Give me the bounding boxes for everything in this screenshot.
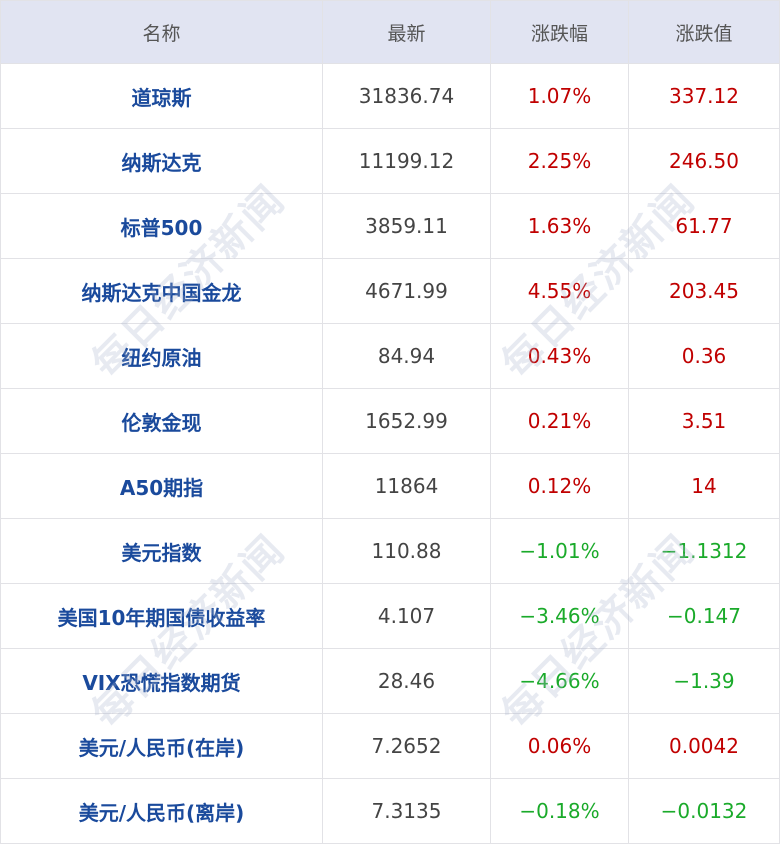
cell-pct: 1.07%	[490, 63, 629, 129]
cell-name: 美元/人民币(在岸)	[0, 713, 323, 779]
table-row: 纳斯达克中国金龙 4671.99 4.55% 203.45	[0, 258, 780, 324]
cell-change: 61.77	[628, 193, 780, 259]
cell-latest: 4671.99	[322, 258, 491, 324]
cell-change: −0.147	[628, 583, 780, 649]
cell-change: 337.12	[628, 63, 780, 129]
cell-change: 0.36	[628, 323, 780, 389]
table-row: 伦敦金现 1652.99 0.21% 3.51	[0, 388, 780, 454]
cell-pct: 1.63%	[490, 193, 629, 259]
cell-change: −0.0132	[628, 778, 780, 844]
cell-pct: 0.43%	[490, 323, 629, 389]
table-row: 标普500 3859.11 1.63% 61.77	[0, 193, 780, 259]
table-row: 纽约原油 84.94 0.43% 0.36	[0, 323, 780, 389]
header-pct: 涨跌幅	[490, 0, 629, 64]
cell-change: 203.45	[628, 258, 780, 324]
cell-pct: −0.18%	[490, 778, 629, 844]
table-row: 美元/人民币(在岸) 7.2652 0.06% 0.0042	[0, 713, 780, 779]
cell-change: −1.39	[628, 648, 780, 714]
cell-name: A50期指	[0, 453, 323, 519]
cell-change: 14	[628, 453, 780, 519]
cell-pct: 2.25%	[490, 128, 629, 194]
cell-latest: 28.46	[322, 648, 491, 714]
cell-change: −1.1312	[628, 518, 780, 584]
cell-change: 246.50	[628, 128, 780, 194]
cell-name: 纳斯达克中国金龙	[0, 258, 323, 324]
cell-pct: 0.21%	[490, 388, 629, 454]
header-latest: 最新	[322, 0, 491, 64]
cell-name: 伦敦金现	[0, 388, 323, 454]
table-row: A50期指 11864 0.12% 14	[0, 453, 780, 519]
cell-change: 3.51	[628, 388, 780, 454]
cell-name: 美国10年期国债收益率	[0, 583, 323, 649]
header-name: 名称	[0, 0, 323, 64]
cell-name: 道琼斯	[0, 63, 323, 129]
cell-pct: −3.46%	[490, 583, 629, 649]
cell-latest: 11199.12	[322, 128, 491, 194]
cell-latest: 11864	[322, 453, 491, 519]
cell-latest: 84.94	[322, 323, 491, 389]
cell-name: VIX恐慌指数期货	[0, 648, 323, 714]
cell-latest: 7.2652	[322, 713, 491, 779]
cell-name: 标普500	[0, 193, 323, 259]
table-row: 美元指数 110.88 −1.01% −1.1312	[0, 518, 780, 584]
cell-pct: −4.66%	[490, 648, 629, 714]
cell-latest: 31836.74	[322, 63, 491, 129]
table-row: 美国10年期国债收益率 4.107 −3.46% −0.147	[0, 583, 780, 649]
cell-name: 纽约原油	[0, 323, 323, 389]
cell-name: 美元指数	[0, 518, 323, 584]
cell-latest: 3859.11	[322, 193, 491, 259]
cell-change: 0.0042	[628, 713, 780, 779]
cell-name: 美元/人民币(离岸)	[0, 778, 323, 844]
cell-latest: 1652.99	[322, 388, 491, 454]
cell-pct: −1.01%	[490, 518, 629, 584]
cell-name: 纳斯达克	[0, 128, 323, 194]
table-header: 名称 最新 涨跌幅 涨跌值	[0, 0, 780, 64]
table-row: 道琼斯 31836.74 1.07% 337.12	[0, 63, 780, 129]
cell-pct: 0.06%	[490, 713, 629, 779]
cell-latest: 110.88	[322, 518, 491, 584]
table-row: 纳斯达克 11199.12 2.25% 246.50	[0, 128, 780, 194]
cell-latest: 4.107	[322, 583, 491, 649]
cell-latest: 7.3135	[322, 778, 491, 844]
table-row: 美元/人民币(离岸) 7.3135 −0.18% −0.0132	[0, 778, 780, 844]
header-change: 涨跌值	[628, 0, 780, 64]
cell-pct: 4.55%	[490, 258, 629, 324]
table-row: VIX恐慌指数期货 28.46 −4.66% −1.39	[0, 648, 780, 714]
cell-pct: 0.12%	[490, 453, 629, 519]
